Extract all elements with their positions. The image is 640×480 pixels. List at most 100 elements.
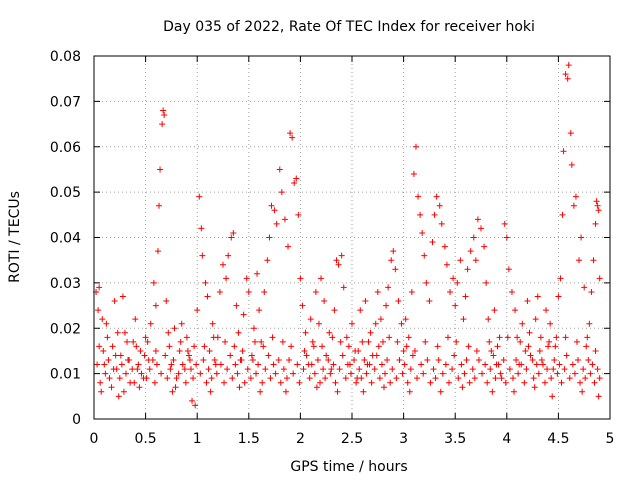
data-point — [111, 298, 118, 305]
data-point — [402, 316, 409, 323]
data-point — [438, 220, 445, 227]
data-point — [580, 366, 587, 373]
data-point — [453, 338, 460, 345]
y-tick-label: 0.04 — [50, 231, 81, 247]
x-tick-label: 3.5 — [444, 431, 466, 447]
x-tick-label: 5 — [606, 431, 615, 447]
data-point — [459, 384, 466, 391]
data-point — [296, 379, 303, 386]
data-point — [313, 384, 320, 391]
data-point — [374, 288, 381, 295]
data-point — [432, 375, 439, 382]
data-point — [230, 229, 237, 236]
data-point — [548, 375, 555, 382]
data-point — [185, 352, 192, 359]
data-point — [303, 352, 310, 359]
data-point — [291, 180, 298, 187]
data-point — [153, 361, 160, 368]
data-point — [345, 343, 352, 350]
data-point — [386, 334, 393, 341]
data-point — [572, 193, 579, 200]
data-point — [498, 375, 505, 382]
data-point — [588, 288, 595, 295]
data-point — [206, 347, 213, 354]
data-point — [301, 347, 308, 354]
data-point — [368, 379, 375, 386]
data-point — [388, 257, 395, 264]
x-tick-label: 4 — [502, 431, 511, 447]
data-point — [152, 347, 159, 354]
data-point — [436, 202, 443, 209]
data-point — [302, 329, 309, 336]
data-point — [197, 370, 204, 377]
data-point — [287, 130, 294, 137]
data-point — [124, 338, 131, 345]
data-point — [319, 343, 326, 350]
data-point — [505, 266, 512, 273]
data-point — [544, 366, 551, 373]
data-point — [276, 166, 283, 173]
data-point — [205, 366, 212, 373]
data-point — [579, 388, 586, 395]
data-point — [363, 370, 370, 377]
data-point — [277, 379, 284, 386]
data-point — [328, 366, 335, 373]
data-point — [232, 361, 239, 368]
data-point — [161, 111, 168, 118]
data-point — [117, 352, 124, 359]
data-point — [380, 384, 387, 391]
data-point — [533, 361, 540, 368]
data-point — [460, 316, 467, 323]
data-point — [207, 388, 214, 395]
data-point — [365, 338, 372, 345]
data-point — [592, 347, 599, 354]
data-point — [295, 211, 302, 218]
data-point — [575, 357, 582, 364]
data-point — [212, 361, 219, 368]
data-point — [478, 225, 484, 232]
data-point — [509, 375, 516, 382]
data-point — [183, 334, 190, 341]
data-point — [502, 379, 509, 386]
data-point — [167, 366, 174, 373]
data-point — [248, 352, 255, 359]
data-point — [281, 216, 288, 223]
data-point — [463, 357, 470, 364]
data-point — [547, 320, 554, 327]
data-point — [98, 388, 105, 395]
chart-title: Day 035 of 2022, Rate Of TEC Index for r… — [163, 19, 535, 35]
data-point — [211, 357, 218, 364]
data-point — [351, 357, 358, 364]
data-point — [539, 361, 546, 368]
data-point — [422, 338, 429, 345]
data-point — [465, 343, 472, 350]
data-point — [336, 366, 343, 373]
data-point — [403, 343, 410, 350]
data-point — [503, 234, 510, 241]
data-point — [560, 148, 567, 155]
data-point — [186, 357, 193, 364]
data-point — [297, 275, 304, 282]
data-point — [464, 266, 471, 273]
data-point — [482, 361, 489, 368]
x-axis-label: GPS time / hours — [290, 459, 407, 475]
data-point — [311, 370, 318, 377]
data-point — [223, 275, 230, 282]
data-point — [424, 357, 431, 364]
y-tick-label: 0.07 — [50, 94, 81, 110]
data-point — [159, 121, 166, 128]
data-point — [321, 298, 328, 305]
data-point — [270, 361, 277, 368]
data-point — [96, 343, 103, 350]
data-point — [444, 334, 451, 341]
data-point — [201, 343, 208, 350]
data-point — [534, 293, 541, 300]
data-point — [383, 302, 390, 309]
data-point — [450, 275, 457, 282]
data-point — [375, 343, 382, 350]
data-point — [568, 161, 575, 168]
data-point — [471, 375, 478, 382]
data-point — [492, 375, 499, 382]
data-point — [330, 361, 337, 368]
data-point — [231, 343, 238, 350]
